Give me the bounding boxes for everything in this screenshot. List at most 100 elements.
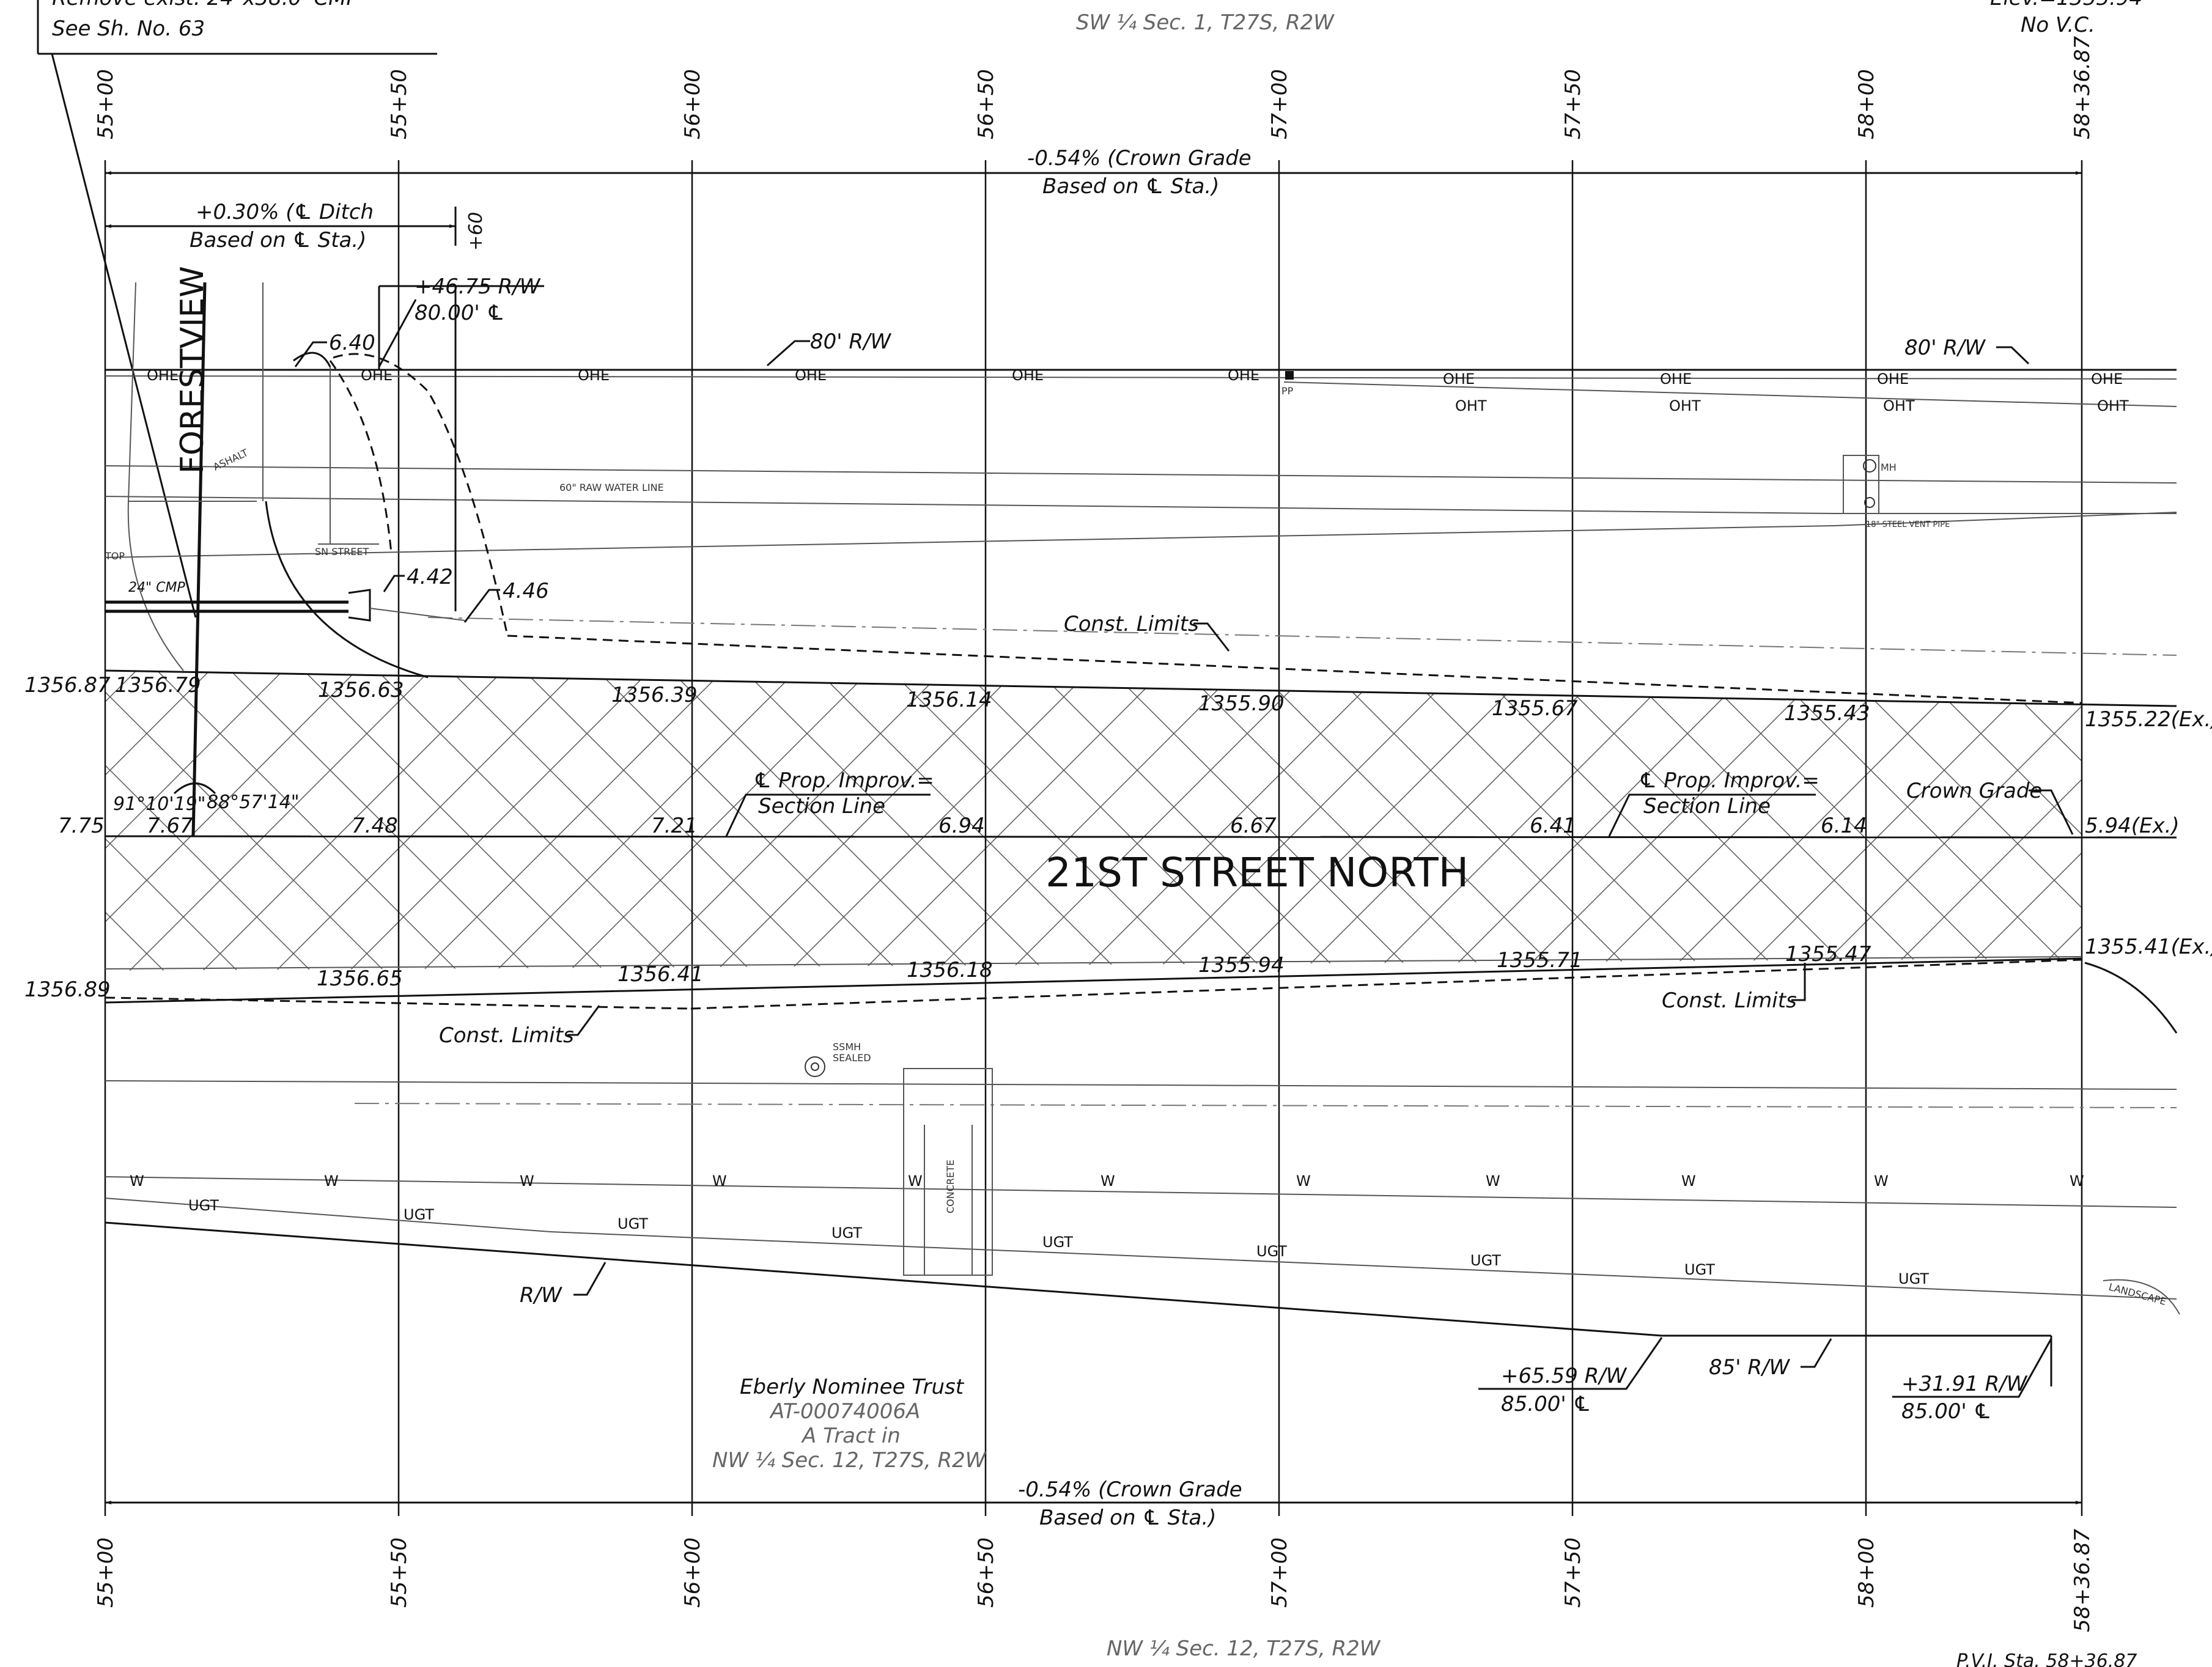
svg-text:85' R/W: 85' R/W <box>1709 1355 1790 1380</box>
station-label-top: 56+50 <box>974 69 998 139</box>
elevation-labels: 1356.87 1356.79 1356.63 1356.39 1356.14 1355.… <box>24 673 2212 1002</box>
utility-tag: OHE <box>1660 370 1692 388</box>
elevation-crown: 7.75 <box>58 814 105 838</box>
svg-text:℄ Prop. Improv.=: ℄ Prop. Improv.= <box>753 768 934 793</box>
elevation-crown: 7.67 <box>147 814 193 838</box>
station-label-top: 56+00 <box>680 69 705 139</box>
station-label-bottom: 57+50 <box>1561 1537 1585 1608</box>
svg-text:6.40: 6.40 <box>329 331 375 355</box>
elevation-crown: 6.94 <box>938 814 985 838</box>
annotations: +46.75 R/W 80.00' ℄ 80' R/W 80' R/W 6.40… <box>113 274 2074 1424</box>
station-label-bottom: 58+36.87 <box>2070 1529 2095 1632</box>
svg-text:℄ Prop. Improv.=: ℄ Prop. Improv.= <box>1639 768 1819 793</box>
svg-text:A Tract in: A Tract in <box>801 1424 901 1448</box>
top-section-label: SW ¼ Sec. 1, T27S, R2W <box>1076 10 1335 35</box>
station-label-top: 58+36.87 <box>2070 36 2095 139</box>
pavement-hatch <box>105 671 2082 971</box>
elevation-bottom: 1356.65 <box>317 966 403 991</box>
svg-text:Const. Limits: Const. Limits <box>1064 612 1199 636</box>
utility-tag: OHT <box>1883 397 1915 414</box>
svg-text:Const. Limits: Const. Limits <box>439 1023 574 1048</box>
forestview-intersection <box>105 282 544 837</box>
svg-text:See Sh. No. 63: See Sh. No. 63 <box>52 17 205 41</box>
utility-tag: W <box>1486 1172 1500 1190</box>
utility-tag: UGT <box>831 1224 862 1242</box>
station-label-bottom: 56+50 <box>974 1537 998 1608</box>
grade-dimensions: -0.54% (Crown Grade Based on ℄ Sta.) +0.… <box>105 146 2082 1530</box>
utility-tag: UGT <box>1684 1261 1715 1278</box>
bottom-section-label: NW ¼ Sec. 12, T27S, R2W <box>1107 1636 1381 1661</box>
svg-text:CONCRETE: CONCRETE <box>945 1160 956 1213</box>
svg-text:R/W: R/W <box>520 1283 562 1308</box>
utility-tag: UGT <box>1898 1270 1929 1287</box>
station-label-top: 55+50 <box>387 69 411 139</box>
owner-block: Eberly Nominee Trust AT-00074006A A Trac… <box>712 1375 987 1473</box>
utility-tag: W <box>324 1172 339 1190</box>
svg-text:-0.54% (Crown Grade: -0.54% (Crown Grade <box>1018 1477 1242 1502</box>
elevation-top: 1356.79 <box>115 673 201 697</box>
elevation-top: 1355.22(Ex.) <box>2085 707 2212 732</box>
elevation-bottom: 1356.89 <box>24 977 111 1002</box>
svg-text:Section Line: Section Line <box>1643 794 1771 819</box>
utility-tag: W <box>130 1172 144 1190</box>
utility-tag: W <box>712 1172 727 1190</box>
utility-tag: OHE <box>795 367 827 384</box>
svg-text:80' R/W: 80' R/W <box>810 329 891 354</box>
svg-text:Const. Limits: Const. Limits <box>1662 988 1797 1013</box>
utility-tag: OHE <box>1443 370 1475 388</box>
utility-tag: OHT <box>1455 397 1487 414</box>
svg-text:SN STREET: SN STREET <box>315 546 369 558</box>
svg-text:Section Line: Section Line <box>758 794 885 819</box>
svg-text:+0.30% (℄ Ditch: +0.30% (℄ Ditch <box>196 200 374 224</box>
svg-text:Eberly Nominee Trust: Eberly Nominee Trust <box>740 1375 965 1399</box>
utility-tag: W <box>1296 1172 1311 1190</box>
elevation-top: 1355.43 <box>1784 701 1870 726</box>
utility-tag: OHE <box>147 367 179 384</box>
svg-text:NW ¼ Sec. 12, T27S, R2W: NW ¼ Sec. 12, T27S, R2W <box>712 1448 987 1473</box>
utility-lines <box>105 369 2180 1386</box>
utility-tag: W <box>1100 1172 1115 1190</box>
station-label-bottom: 56+00 <box>680 1537 705 1608</box>
utility-tag: W <box>2070 1172 2084 1190</box>
utility-tag: W <box>520 1172 534 1190</box>
utility-tags: OHE OHE OHE OHE OHE OHE OHE OHE OHE OHE OHT OHT OHT O… <box>130 367 2129 1287</box>
svg-text:Remove exist. 24"x38.0' CMP: Remove exist. 24"x38.0' CMP <box>52 0 359 10</box>
svg-text:LANDSCAPE: LANDSCAPE <box>2107 1281 2167 1308</box>
top-elev: Elev.=1355.94 <box>1990 0 2142 10</box>
svg-text:SSMH: SSMH <box>833 1041 861 1053</box>
elevation-crown: 5.94(Ex.) <box>2085 814 2180 838</box>
utility-tag: OHE <box>361 367 393 384</box>
elevation-top: 1356.87 <box>24 673 111 697</box>
station-label-bottom: 57+00 <box>1267 1537 1292 1608</box>
utility-tag: OHT <box>2097 397 2129 414</box>
svg-text:88°57'14": 88°57'14" <box>207 792 300 813</box>
elevation-crown: 7.21 <box>651 814 698 838</box>
station-grid: 55+00 55+00 55+50 55+50 56+00 56+00 56+50 56+50… <box>94 36 2095 1632</box>
svg-text:Crown Grade: Crown Grade <box>1906 779 2042 803</box>
utility-tag: W <box>1681 1172 1696 1190</box>
utility-tag: OHE <box>2091 370 2123 388</box>
svg-text:+60: +60 <box>465 212 487 251</box>
svg-text:18" STEEL VENT PIPE: 18" STEEL VENT PIPE <box>1866 520 1950 529</box>
utility-tag: UGT <box>1042 1234 1073 1251</box>
svg-text:+46.75 R/W: +46.75 R/W <box>415 274 541 299</box>
utility-tag: UGT <box>618 1215 648 1232</box>
svg-text:85.00' ℄: 85.00' ℄ <box>1501 1392 1591 1416</box>
utility-tag: W <box>908 1172 923 1190</box>
svg-text:AT-00074006A: AT-00074006A <box>769 1399 920 1424</box>
elevation-top: 1356.14 <box>906 688 992 712</box>
elevation-crown: 7.48 <box>352 814 398 838</box>
svg-text:60" RAW WATER LINE: 60" RAW WATER LINE <box>559 482 664 493</box>
elevation-bottom: 1355.94 <box>1198 953 1285 977</box>
elevation-top: 1356.39 <box>611 683 698 707</box>
svg-text:Based on ℄ Sta.): Based on ℄ Sta.) <box>1042 174 1219 199</box>
elevation-crown: 6.14 <box>1821 814 1867 838</box>
svg-text:4.42: 4.42 <box>407 565 453 589</box>
station-label-bottom: 58+00 <box>1854 1537 1879 1608</box>
street-name: 21ST STREET NORTH <box>1045 849 1469 896</box>
svg-text:91°10'19": 91°10'19" <box>113 793 206 815</box>
station-label-bottom: 55+50 <box>387 1537 411 1608</box>
elevation-bottom: 1355.71 <box>1497 948 1583 973</box>
elevation-bottom: 1356.18 <box>907 958 993 982</box>
